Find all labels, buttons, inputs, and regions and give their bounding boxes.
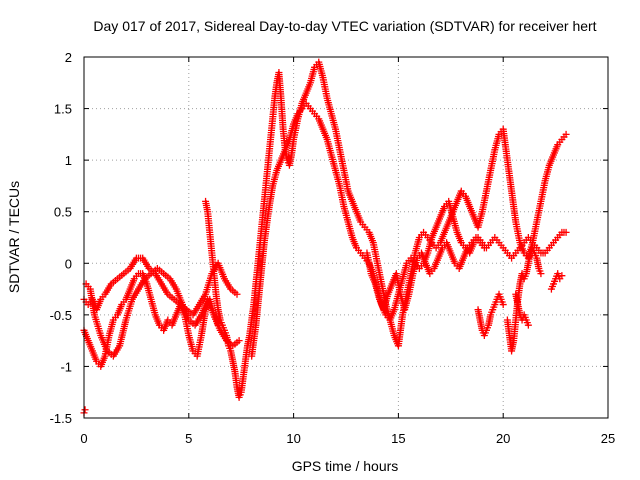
- series-trace-7: [474, 290, 507, 339]
- x-tick-label: 10: [286, 431, 300, 446]
- series-trace-6: [363, 234, 488, 314]
- series-trace-8: [503, 244, 545, 355]
- x-tick-label: 15: [391, 431, 405, 446]
- series-trace-11: [80, 406, 89, 417]
- x-tick-label: 20: [496, 431, 510, 446]
- axis-ticks: 0 5 10 15 20 25 -1.5 -1 -0.5 0 0.5 1 1.5 2: [50, 50, 616, 446]
- series-trace-9: [512, 290, 532, 329]
- y-axis-label: SDTVAR / TECUs: [6, 181, 22, 293]
- x-tick-label: 25: [601, 431, 615, 446]
- data-point: [562, 228, 570, 236]
- y-tick-label: -1: [60, 359, 72, 374]
- series-trace-10: [547, 270, 566, 293]
- data-point: [537, 270, 545, 278]
- data-point: [524, 321, 532, 329]
- y-tick-label: 0.5: [54, 205, 72, 220]
- x-tick-label: 0: [80, 431, 87, 446]
- data-point: [562, 130, 570, 138]
- series-trace-3: [82, 264, 243, 360]
- data-point: [499, 301, 507, 309]
- y-tick-label: 1.5: [54, 102, 72, 117]
- data-marks: [80, 58, 570, 417]
- data-point: [235, 337, 243, 345]
- data-point: [81, 406, 89, 414]
- data-point: [558, 272, 566, 280]
- data-point: [480, 244, 488, 252]
- data-point: [233, 290, 241, 298]
- plot-frame: [83, 56, 609, 419]
- x-tick-label: 5: [185, 431, 192, 446]
- chart-title: Day 017 of 2017, Sidereal Day-to-day VTE…: [93, 18, 596, 34]
- y-tick-label: -0.5: [50, 308, 72, 323]
- x-axis-label: GPS time / hours: [292, 458, 399, 474]
- y-tick-label: 2: [65, 50, 72, 65]
- y-tick-label: 0: [65, 256, 72, 271]
- y-tick-label: -1.5: [50, 411, 72, 426]
- y-tick-label: 1: [65, 153, 72, 168]
